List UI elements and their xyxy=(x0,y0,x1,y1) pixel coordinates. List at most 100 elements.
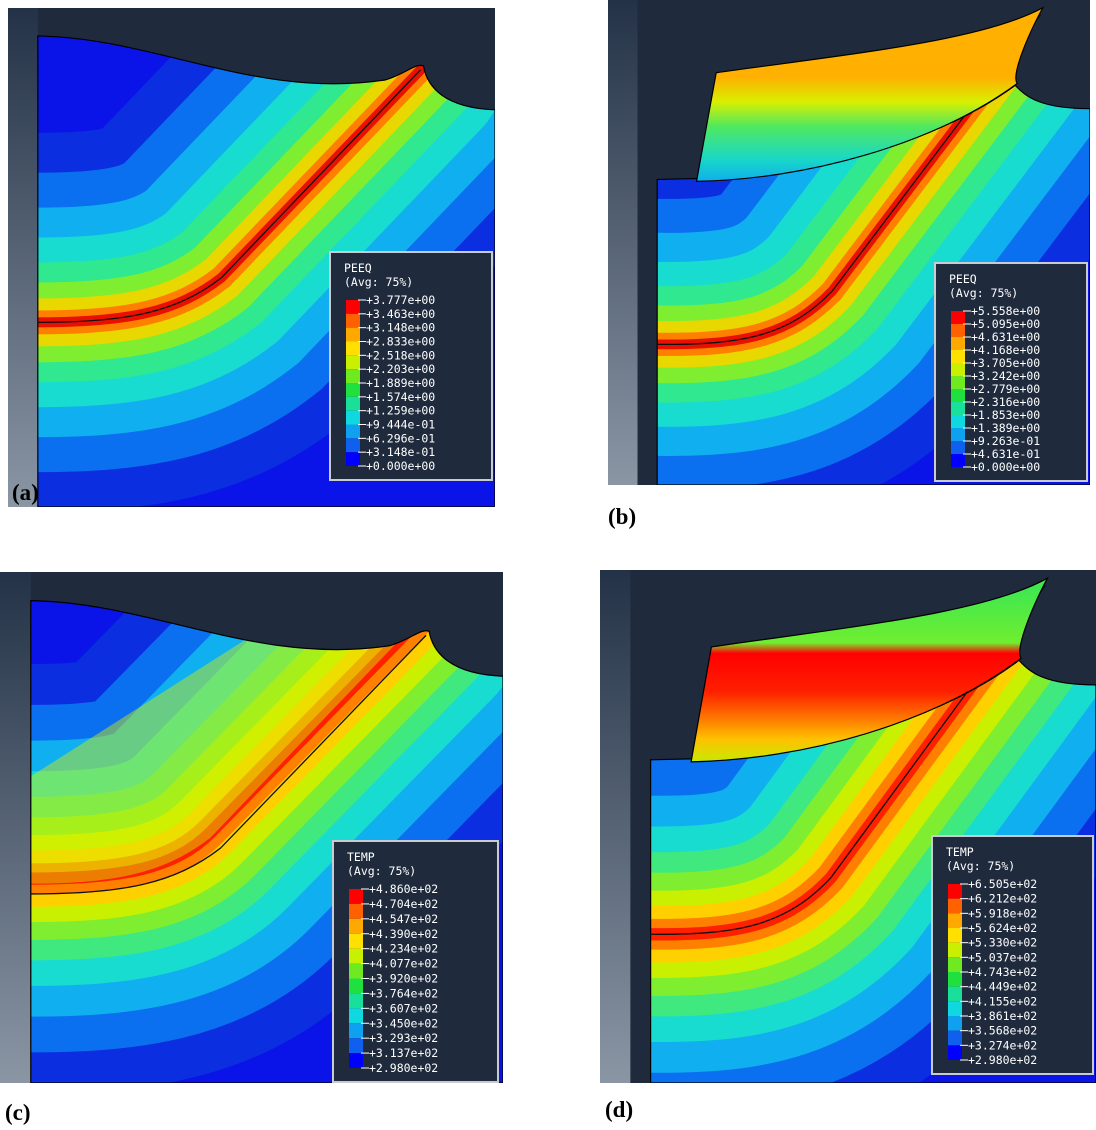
shear-line xyxy=(657,14,1042,346)
legend-swatch xyxy=(346,452,360,466)
legend-subtitle: (Avg: 75%) xyxy=(946,859,1015,873)
legend-label: +1.259e+00 xyxy=(366,404,435,418)
legend-label: +5.918e+02 xyxy=(968,906,1037,920)
legend-swatch xyxy=(346,313,360,328)
legend-swatch xyxy=(349,963,363,979)
panel-label: (c) xyxy=(5,1100,31,1125)
legend-swatch xyxy=(349,978,363,994)
panel-label: (b) xyxy=(608,504,636,529)
legend-label: +1.574e+00 xyxy=(366,390,435,404)
left-strip xyxy=(0,572,31,1083)
legend-swatch xyxy=(346,438,360,453)
legend-swatch xyxy=(346,424,360,439)
model xyxy=(656,6,1090,485)
legend-title: TEMP xyxy=(347,850,375,864)
legend-label: +3.148e-01 xyxy=(366,445,435,459)
legend-swatch xyxy=(951,389,965,402)
legend-label: +3.242e+00 xyxy=(971,369,1040,383)
legend-label: +1.853e+00 xyxy=(971,408,1040,422)
legend-label: +9.263e-01 xyxy=(971,434,1040,448)
legend-title: PEEQ xyxy=(949,272,977,286)
workpiece xyxy=(30,600,503,1083)
panel-label: (a) xyxy=(12,480,39,505)
legend-swatch xyxy=(951,402,965,415)
legend-swatch xyxy=(349,933,363,949)
legend-subtitle: (Avg: 75%) xyxy=(347,864,416,878)
legend-swatch xyxy=(346,410,360,425)
legend-swatch xyxy=(346,327,360,342)
chip xyxy=(690,576,1049,763)
legend-label: +3.920e+02 xyxy=(369,972,438,986)
legend-swatch xyxy=(948,986,962,1002)
legend-label: +2.203e+00 xyxy=(366,362,435,376)
legend-label: +5.624e+02 xyxy=(968,921,1037,935)
legend-label: +4.743e+02 xyxy=(968,965,1037,979)
plot xyxy=(8,8,495,507)
panel-label: (d) xyxy=(605,1097,633,1122)
legend-subtitle: (Avg: 75%) xyxy=(949,286,1018,300)
model xyxy=(30,599,503,1083)
legend-label: +3.568e+02 xyxy=(968,1024,1037,1038)
legend-swatch xyxy=(346,341,360,356)
legend-label: +3.777e+00 xyxy=(366,293,435,307)
legend-label: +6.212e+02 xyxy=(968,892,1037,906)
left-strip xyxy=(600,570,631,1083)
legend-label: +0.000e+00 xyxy=(971,460,1040,474)
contour-panel xyxy=(0,572,503,1083)
legend-swatch xyxy=(346,383,360,397)
legend-label: +4.234e+02 xyxy=(369,942,438,956)
legend: TEMP(Avg: 75%) +6.505e+02+6.212e+02+5.918… xyxy=(931,835,1094,1075)
legend-swatch xyxy=(951,454,965,467)
legend-label: +2.316e+00 xyxy=(971,395,1040,409)
legend-swatch xyxy=(951,376,965,389)
legend-label: +3.764e+02 xyxy=(369,986,438,1000)
legend-swatch xyxy=(948,957,962,972)
legend-label: +2.980e+02 xyxy=(369,1061,438,1075)
legend-label: +2.833e+00 xyxy=(366,335,435,349)
hot-zone xyxy=(30,612,411,884)
legend: PEEQ(Avg: 75%)+3.777e+00+3.463e+00+3.148… xyxy=(329,251,493,481)
legend-swatch xyxy=(346,300,360,314)
legend-swatch xyxy=(951,324,965,337)
plot xyxy=(608,0,1090,485)
legend-label: +3.148e+00 xyxy=(366,321,435,335)
legend-label: +0.000e+00 xyxy=(366,459,435,473)
legend: TEMP(Avg: 75%) +4.860e+02+4.704e+02+4.547… xyxy=(332,840,499,1083)
legend-swatch xyxy=(948,913,962,928)
workpiece-edge xyxy=(30,599,503,1083)
legend-swatch xyxy=(948,972,962,987)
legend-label: +4.449e+02 xyxy=(968,980,1037,994)
chip xyxy=(695,6,1045,182)
model xyxy=(37,35,495,507)
model xyxy=(650,576,1096,1083)
plot xyxy=(600,570,1096,1083)
legend-swatch xyxy=(346,396,360,411)
legend-label: +2.779e+00 xyxy=(971,382,1040,396)
legend-label: +1.889e+00 xyxy=(366,376,435,390)
legend-swatch xyxy=(948,928,962,943)
workpiece-edge xyxy=(37,35,495,507)
legend-label: +6.296e-01 xyxy=(366,431,435,445)
legend-label: +4.168e+00 xyxy=(971,343,1040,357)
legend-swatch xyxy=(349,1023,363,1039)
legend-subtitle: (Avg: 75%) xyxy=(344,275,413,289)
legend-label: +4.077e+02 xyxy=(369,957,438,971)
legend-swatch xyxy=(349,903,363,919)
legend-label: +4.860e+02 xyxy=(369,882,438,896)
legend-label: +3.274e+02 xyxy=(968,1038,1037,1052)
legend-label: +6.505e+02 xyxy=(968,877,1037,891)
legend-label: +3.450e+02 xyxy=(369,1016,438,1030)
legend: PEEQ(Avg: 75%)+5.558e+00+5.095e+00+4.631… xyxy=(934,262,1088,482)
legend-swatch xyxy=(951,337,965,350)
legend-swatch xyxy=(346,355,360,370)
contour-panel xyxy=(600,570,1096,1083)
legend-label: +4.704e+02 xyxy=(369,897,438,911)
legend-swatch xyxy=(349,1038,363,1054)
legend-title: PEEQ xyxy=(344,261,372,275)
legend-swatch xyxy=(948,884,962,899)
left-strip xyxy=(8,8,38,507)
legend-label: +9.444e-01 xyxy=(366,418,435,432)
legend-label: +3.463e+00 xyxy=(366,307,435,321)
legend-swatch xyxy=(951,363,965,376)
